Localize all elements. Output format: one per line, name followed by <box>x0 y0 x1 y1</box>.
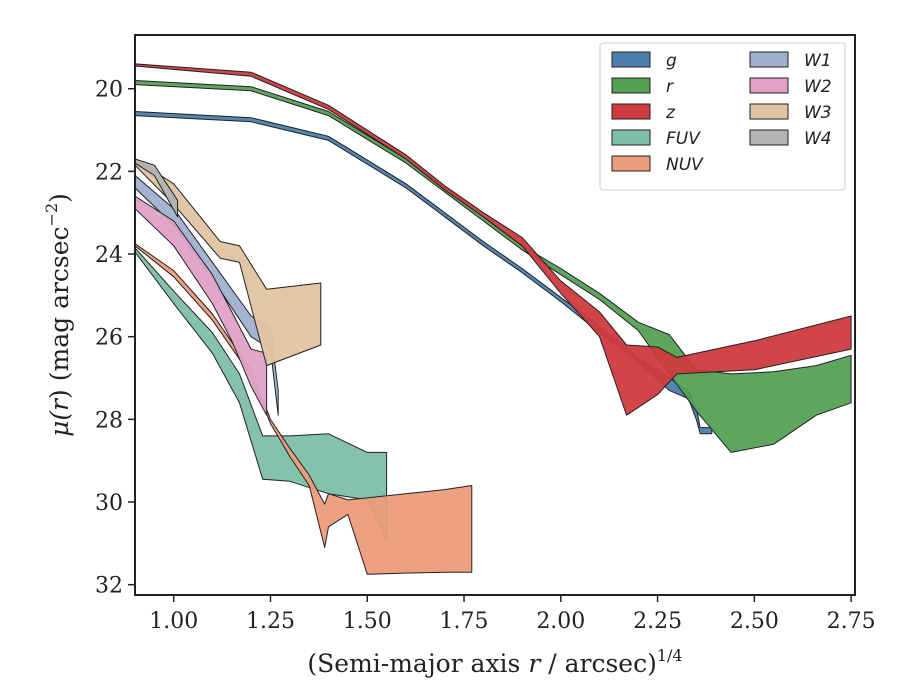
band-w2 <box>135 195 268 416</box>
legend-swatch-w1 <box>749 51 789 68</box>
legend-swatch-w2 <box>749 77 789 94</box>
band-w4 <box>135 158 179 218</box>
y-tick-label: 32 <box>95 574 123 599</box>
series-fills <box>135 63 852 575</box>
legend-swatch-w4 <box>749 129 789 146</box>
x-tick-label: 2.75 <box>827 609 876 634</box>
x-tick-label: 2.50 <box>730 609 779 634</box>
x-axis-label: (Semi-major axis r / arcsec)1/4 <box>307 646 682 678</box>
legend-label-w3: W3 <box>804 103 832 123</box>
x-tick-label: 1.25 <box>246 609 295 634</box>
y-axis-label: μ(r) (mag arcsec−2) <box>42 193 74 437</box>
y-tick-label: 24 <box>95 243 123 268</box>
legend-swatch-r <box>611 77 651 94</box>
legend-swatch-w3 <box>749 103 789 120</box>
legend-label-r: r <box>666 77 674 97</box>
x-tick-label: 1.00 <box>149 609 198 634</box>
legend-label-nuv: NUV <box>666 155 704 175</box>
legend-label-g: g <box>666 51 677 71</box>
x-tick-label: 2.00 <box>536 609 585 634</box>
legend-swatch-fuv <box>611 129 651 146</box>
legend-label-w1: W1 <box>804 51 832 71</box>
x-tick-label: 1.75 <box>440 609 489 634</box>
x-tick-label: 2.25 <box>633 609 682 634</box>
legend-label-fuv: FUV <box>666 129 701 149</box>
legend-label-w2: W2 <box>804 77 832 97</box>
axes: 1.00 1.25 1.50 1.75 2.00 2.25 2.50 2.75 20 22 24 26… <box>95 34 876 634</box>
band-z <box>135 63 852 416</box>
y-tick-label: 26 <box>95 326 123 351</box>
legend-swatch-nuv <box>611 155 651 172</box>
x-tick-label: 1.50 <box>343 609 392 634</box>
y-tick-label: 28 <box>95 408 123 433</box>
y-tick-label: 20 <box>95 78 123 103</box>
y-tick-label: 30 <box>95 491 123 516</box>
legend-swatch-g <box>611 51 651 68</box>
plot-frame <box>134 34 856 596</box>
legend: grz FUV NUV W1 W2 W3 W4 <box>599 42 846 191</box>
y-tick-label: 22 <box>95 160 123 185</box>
legend-swatch-z <box>611 103 651 120</box>
legend-label-z: z <box>665 103 676 123</box>
legend-label-w4: W4 <box>804 129 832 149</box>
band-g <box>135 111 713 435</box>
